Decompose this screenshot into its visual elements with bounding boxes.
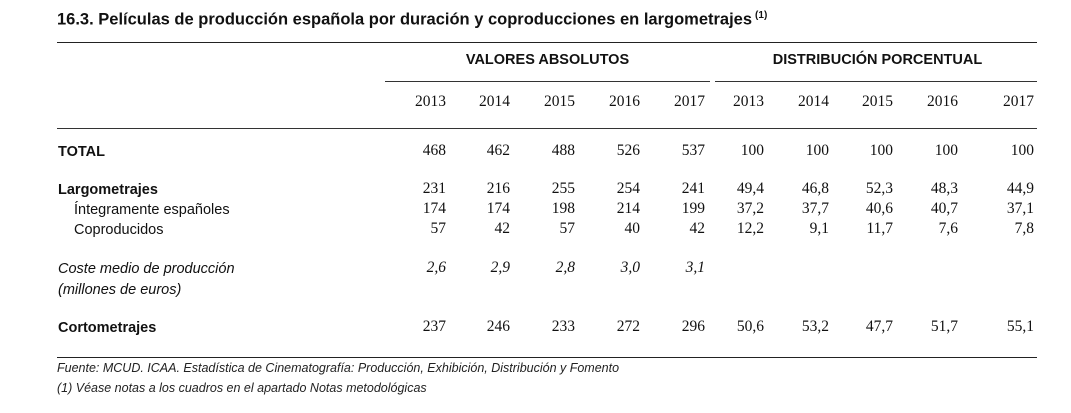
group-header-absolutos: VALORES ABSOLUTOS xyxy=(465,52,630,68)
year-header: 2014 xyxy=(479,93,510,110)
table-cell: 37,2 xyxy=(736,200,764,217)
year-header: 2013 xyxy=(415,93,446,110)
table-cell: 40,7 xyxy=(930,200,958,217)
group-rule-porcentual xyxy=(715,81,1037,82)
table-cell: 44,9 xyxy=(1006,180,1034,197)
table-cell: 53,2 xyxy=(801,318,829,335)
table-cell: 11,7 xyxy=(866,220,893,237)
table-cell: 100 xyxy=(1010,142,1034,159)
table-cell: 37,1 xyxy=(1006,200,1034,217)
table-cell: 2,6 xyxy=(426,259,446,276)
year-header: 2017 xyxy=(1003,93,1034,110)
row-label-cortometrajes: Cortometrajes xyxy=(58,320,157,336)
year-header: 2015 xyxy=(862,93,893,110)
table-cell: 233 xyxy=(551,318,575,335)
table-cell: 40,6 xyxy=(865,200,893,217)
table-cell: 214 xyxy=(616,200,640,217)
methodology-note: (1) Véase notas a los cuadros en el apar… xyxy=(57,381,427,395)
table-cell: 100 xyxy=(805,142,829,159)
table-cell: 537 xyxy=(681,142,705,159)
row-label-coste-unit: (millones de euros) xyxy=(58,282,182,298)
table-cell: 42 xyxy=(494,220,511,237)
table-cell: 216 xyxy=(486,180,510,197)
table-cell: 468 xyxy=(422,142,446,159)
table-cell: 296 xyxy=(681,318,705,335)
table-cell: 462 xyxy=(486,142,510,159)
table-cell: 254 xyxy=(616,180,640,197)
group-header-porcentual: DISTRIBUCIÓN PORCENTUAL xyxy=(772,52,983,68)
table-cell: 57 xyxy=(559,220,576,237)
row-label-coproducidos: Coproducidos xyxy=(74,222,164,238)
bottom-rule xyxy=(57,357,1037,358)
row-label-total: TOTAL xyxy=(58,144,105,160)
table-cell: 40 xyxy=(624,220,641,237)
year-header: 2015 xyxy=(544,93,575,110)
table-cell: 255 xyxy=(551,180,575,197)
table-cell: 7,6 xyxy=(938,220,958,237)
year-header: 2017 xyxy=(674,93,705,110)
table-cell: 55,1 xyxy=(1006,318,1034,335)
year-header: 2016 xyxy=(609,93,640,110)
table-cell: 57 xyxy=(430,220,447,237)
table-cell: 46,8 xyxy=(801,180,829,197)
group-rule-absolutos xyxy=(385,81,710,82)
table-title: 16.3. Películas de producción española p… xyxy=(57,10,767,30)
table-cell: 237 xyxy=(422,318,446,335)
source-note: Fuente: MCUD. ICAA. Estadística de Cinem… xyxy=(57,361,620,375)
table-cell: 198 xyxy=(551,200,575,217)
header-rule xyxy=(57,128,1037,129)
table-cell: 37,7 xyxy=(801,200,829,217)
table-cell: 2,8 xyxy=(555,259,575,276)
table-cell: 100 xyxy=(869,142,893,159)
table-cell: 52,3 xyxy=(865,180,893,197)
year-header: 2014 xyxy=(798,93,829,110)
table-cell: 272 xyxy=(616,318,640,335)
table-cell: 100 xyxy=(934,142,958,159)
year-header: 2013 xyxy=(733,93,764,110)
table-cell: 12,2 xyxy=(736,220,764,237)
table-cell: 49,4 xyxy=(736,180,764,197)
table-cell: 100 xyxy=(740,142,764,159)
row-label-largometrajes: Largometrajes xyxy=(58,182,158,198)
table-cell: 48,3 xyxy=(930,180,958,197)
table-cell: 231 xyxy=(422,180,446,197)
table-cell: 2,9 xyxy=(490,259,510,276)
table-cell: 526 xyxy=(616,142,640,159)
table-cell: 9,1 xyxy=(809,220,829,237)
table-cell: 47,7 xyxy=(865,318,893,335)
year-header: 2016 xyxy=(927,93,958,110)
top-rule xyxy=(57,42,1037,43)
table-cell: 174 xyxy=(486,200,510,217)
table-cell: 3,0 xyxy=(620,259,640,276)
table-cell: 246 xyxy=(486,318,510,335)
row-label-coste: Coste medio de producción xyxy=(58,261,235,277)
title-note: (1) xyxy=(755,10,768,21)
row-label-integramente: Íntegramente españoles xyxy=(74,202,230,218)
table-cell: 174 xyxy=(422,200,446,217)
title-text: 16.3. Películas de producción española p… xyxy=(57,10,753,29)
table-cell: 50,6 xyxy=(736,318,764,335)
table-cell: 51,7 xyxy=(930,318,958,335)
table-cell: 199 xyxy=(681,200,705,217)
table-cell: 3,1 xyxy=(685,259,705,276)
table-cell: 488 xyxy=(551,142,575,159)
table-cell: 7,8 xyxy=(1014,220,1034,237)
table-cell: 42 xyxy=(689,220,706,237)
table-cell: 241 xyxy=(681,180,705,197)
